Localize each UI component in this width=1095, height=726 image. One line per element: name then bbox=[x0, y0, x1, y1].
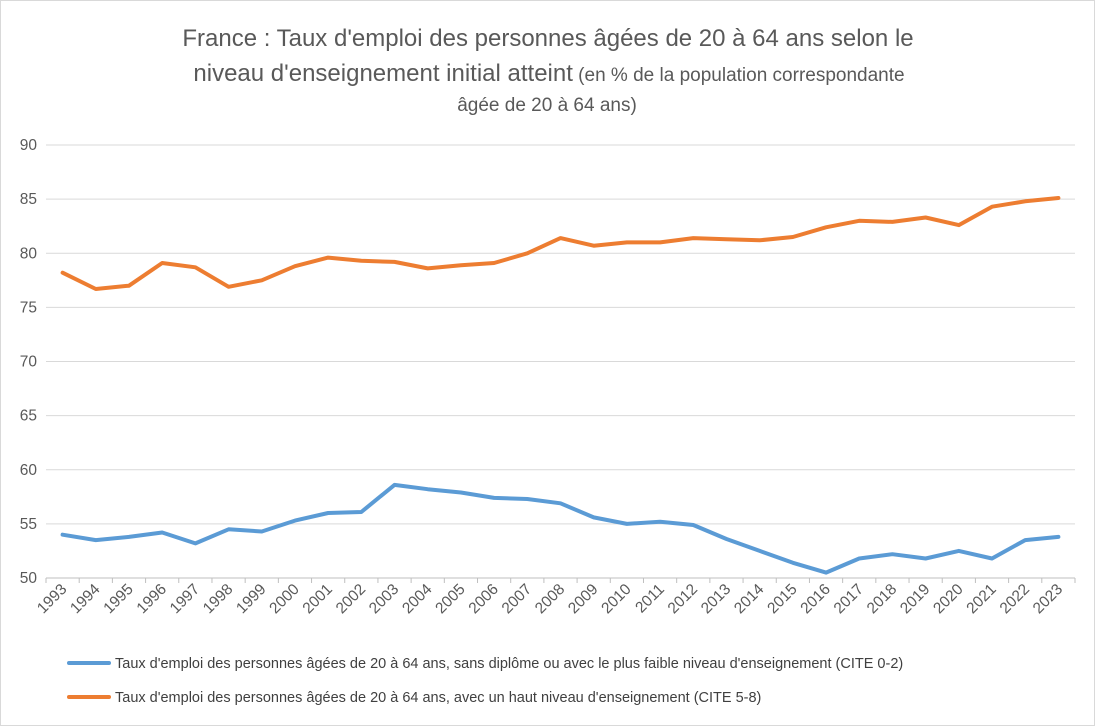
series-line-0 bbox=[60, 482, 1061, 575]
x-tick-label: 2014 bbox=[731, 581, 768, 618]
x-tick-label: 2017 bbox=[831, 581, 867, 617]
chart-title-line-2: niveau d'enseignement initial atteint (e… bbox=[193, 60, 904, 87]
x-tick-label: 2021 bbox=[963, 581, 999, 617]
y-tick-label: 55 bbox=[20, 516, 37, 533]
y-axis-ticks: 90 85 80 75 70 65 60 55 50 bbox=[20, 137, 38, 587]
x-tick-label: 2016 bbox=[797, 581, 833, 617]
x-tick-label: 2023 bbox=[1030, 581, 1066, 617]
y-tick-label: 70 bbox=[20, 354, 38, 371]
x-tick-label: 2020 bbox=[930, 581, 967, 618]
x-tick-label: 1998 bbox=[200, 581, 236, 617]
x-tick-label: 2005 bbox=[432, 581, 468, 617]
x-tick-label: 1996 bbox=[134, 581, 170, 617]
x-tick-label: 1994 bbox=[67, 581, 104, 618]
x-tick-label: 2000 bbox=[266, 581, 303, 618]
x-tick-label: 2012 bbox=[665, 581, 701, 617]
y-tick-label: 50 bbox=[20, 570, 38, 587]
series-lines bbox=[60, 196, 1061, 575]
x-tick-label: 2008 bbox=[532, 581, 568, 617]
x-tick-label: 2019 bbox=[897, 581, 933, 617]
series-line-1 bbox=[60, 196, 1061, 291]
legend: Taux d'emploi des personnes âgées de 20 … bbox=[67, 656, 903, 706]
x-tick-label: 2004 bbox=[399, 581, 436, 618]
y-tick-label: 85 bbox=[20, 191, 37, 208]
x-tick-label: 1993 bbox=[34, 581, 70, 617]
x-tick-label: 2006 bbox=[466, 581, 502, 617]
x-tick-label: 2011 bbox=[632, 581, 668, 617]
legend-label-low-education: Taux d'emploi des personnes âgées de 20 … bbox=[115, 656, 903, 672]
chart-title-main: niveau d'enseignement initial atteint bbox=[193, 60, 573, 87]
x-tick-label: 2018 bbox=[864, 581, 900, 617]
x-tick-label: 2007 bbox=[499, 581, 535, 617]
chart-title-line-3: âgée de 20 à 64 ans) bbox=[457, 95, 637, 116]
chart-title-sub: (en % de la population correspondante bbox=[573, 65, 905, 86]
y-tick-label: 60 bbox=[20, 462, 38, 479]
x-tick-label: 2003 bbox=[366, 581, 402, 617]
y-tick-label: 90 bbox=[20, 137, 38, 154]
y-tick-label: 80 bbox=[20, 245, 38, 262]
x-tick-label: 2002 bbox=[333, 581, 369, 617]
x-tick-label: 1997 bbox=[167, 581, 203, 617]
legend-label-high-education: Taux d'emploi des personnes âgées de 20 … bbox=[115, 690, 761, 706]
y-tick-label: 75 bbox=[20, 299, 37, 316]
x-tick-label: 1995 bbox=[100, 581, 136, 617]
x-tick-label: 2001 bbox=[300, 581, 336, 617]
gridlines bbox=[46, 144, 1075, 579]
x-tick-label: 2010 bbox=[598, 581, 635, 618]
x-tick-label: 2009 bbox=[565, 581, 601, 617]
y-tick-label: 65 bbox=[20, 408, 37, 425]
x-tick-label: 2022 bbox=[997, 581, 1033, 617]
x-axis-ticks: 1993199419951996199719981999200020012002… bbox=[34, 578, 1076, 618]
x-tick-label: 1999 bbox=[233, 581, 269, 617]
x-tick-label: 2013 bbox=[698, 581, 734, 617]
x-tick-label: 2015 bbox=[764, 581, 800, 617]
chart-title-line-1: France : Taux d'emploi des personnes âgé… bbox=[182, 25, 913, 52]
